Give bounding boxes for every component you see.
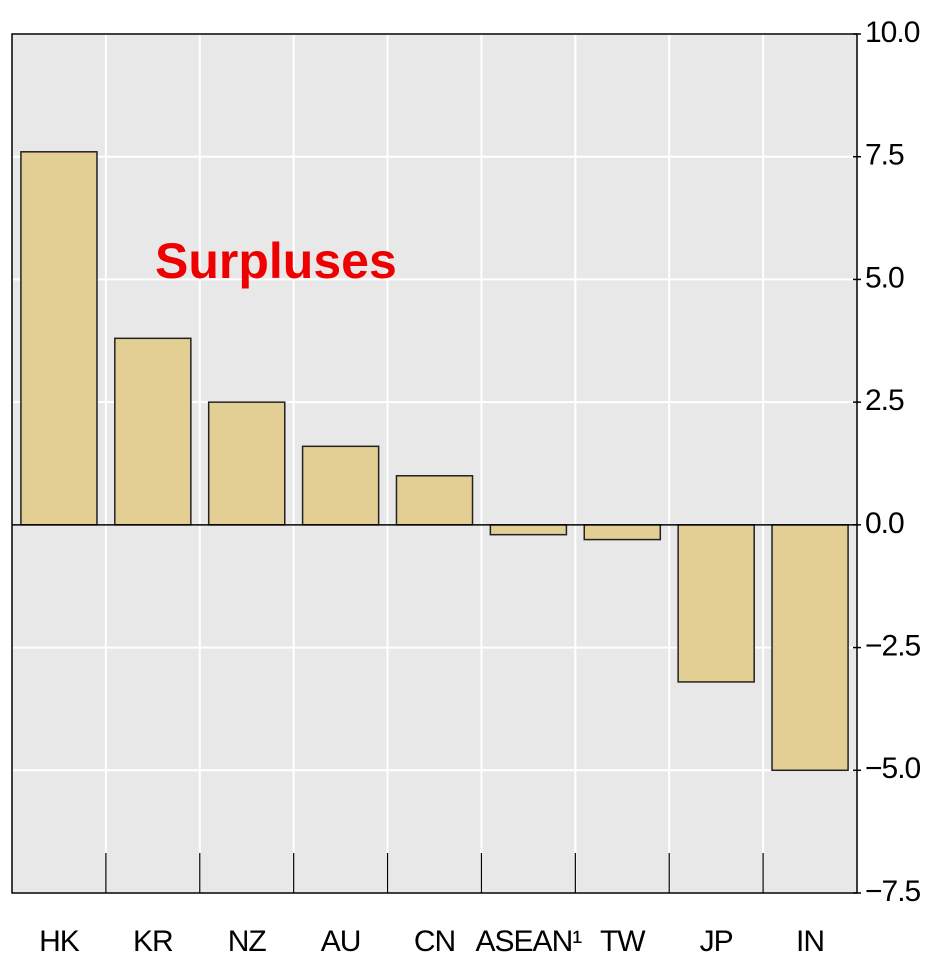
bar	[301, 445, 380, 526]
bar	[489, 524, 568, 536]
y-tick-label: 5.0	[865, 261, 904, 294]
x-tick-label: ASEAN¹	[476, 925, 583, 958]
bar	[677, 524, 755, 683]
x-tick-label: TW	[600, 925, 646, 958]
x-tick-label: KR	[133, 925, 173, 958]
y-tick-label: 2.5	[865, 384, 904, 417]
x-tick-label: AU	[321, 925, 361, 958]
y-tick-label: 10.0	[865, 16, 920, 49]
y-tick-label: −7.5	[865, 875, 921, 908]
x-tick-label: HK	[39, 925, 80, 958]
y-tick-label: −2.5	[865, 629, 921, 662]
x-tick-label: JP	[700, 925, 733, 958]
bar	[395, 475, 474, 526]
x-tick-label: NZ	[228, 925, 267, 958]
bar	[114, 337, 192, 526]
bar	[583, 524, 662, 541]
bar	[20, 151, 98, 526]
y-tick-label: −5.0	[865, 752, 921, 785]
y-tick-label: 0.0	[865, 507, 904, 540]
bar	[207, 401, 286, 526]
x-tick-label: CN	[414, 925, 455, 958]
plot-border	[11, 33, 858, 894]
bar	[771, 524, 849, 772]
annotation: Surpluses	[155, 233, 397, 289]
y-tick-label: 7.5	[865, 139, 904, 172]
x-tick-label: IN	[796, 925, 824, 958]
